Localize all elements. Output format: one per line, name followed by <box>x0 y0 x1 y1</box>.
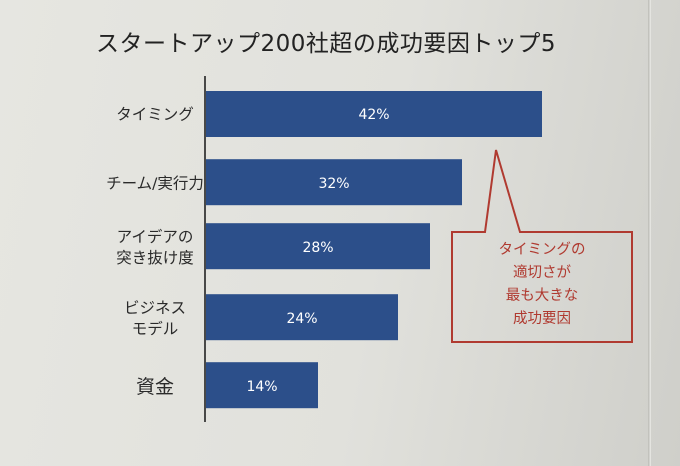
bar-3 <box>206 223 430 270</box>
callout-text-line-2: 適切さが <box>513 263 571 281</box>
bar-2 <box>206 159 462 206</box>
bar-value-label-3: 28% <box>302 240 333 256</box>
callout-text-line-1: タイミングの <box>499 241 586 258</box>
callout-text-line-4: 成功要因 <box>513 310 571 327</box>
callout-box <box>451 149 633 343</box>
bar-value-label-5: 14% <box>246 379 277 395</box>
chart-title: スタートアップ200社超の成功要因トップ5 <box>96 31 557 57</box>
category-label-4-line-2: モデル <box>132 319 179 338</box>
bar-5 <box>206 362 318 409</box>
bar-value-label-2: 32% <box>318 176 349 192</box>
bar-1 <box>206 91 542 137</box>
bar-value-label-4: 24% <box>286 311 317 327</box>
category-label-2: チーム/実行力 <box>106 175 204 193</box>
category-label-4-line-1: ビジネス <box>124 299 186 317</box>
category-label-1: タイミング <box>116 106 194 124</box>
category-label-3-line-1: アイデアの <box>117 227 194 246</box>
bar-value-label-1: 42% <box>358 107 389 123</box>
callout-text-line-3: 最も大きな <box>506 287 579 304</box>
category-label-3-line-2: 突き抜け度 <box>116 249 194 267</box>
page-fold <box>648 0 651 466</box>
category-label-5: 資金 <box>136 376 174 398</box>
bar-4 <box>206 294 398 341</box>
